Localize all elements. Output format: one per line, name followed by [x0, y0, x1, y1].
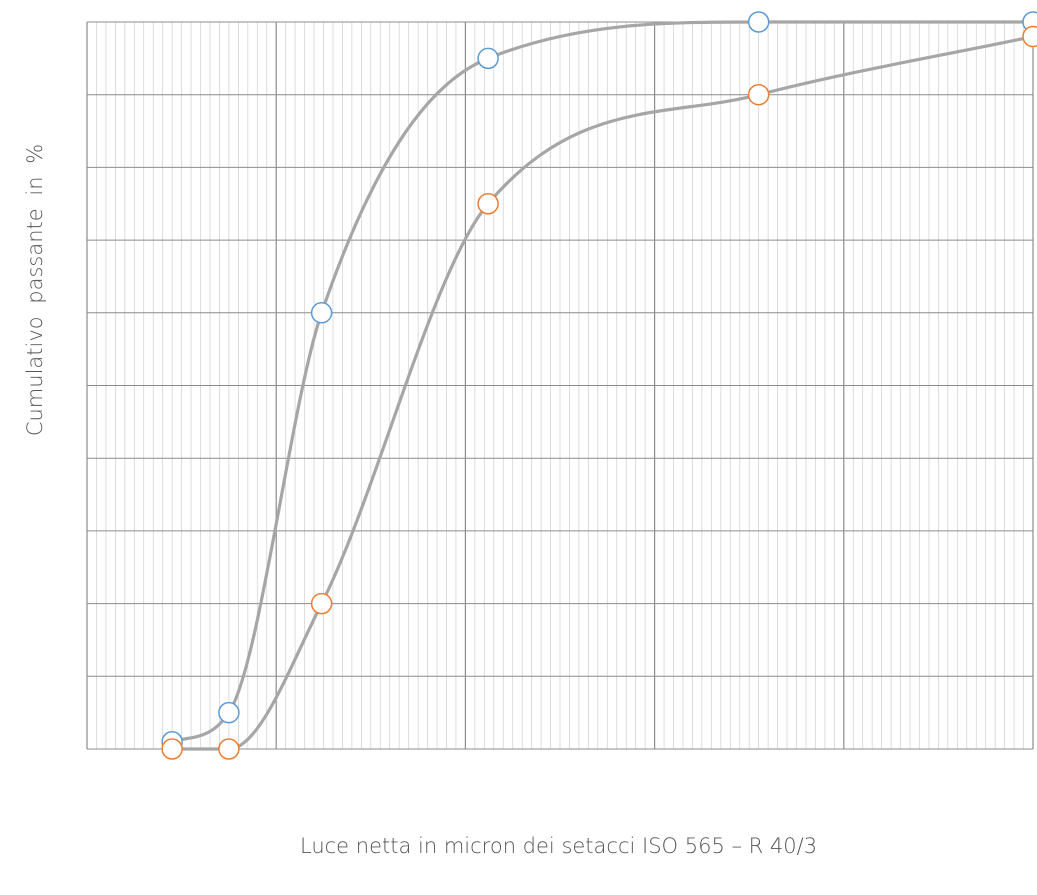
chart-curves [170, 20, 1035, 751]
series-2-point [310, 592, 333, 615]
x-axis-label: Luce netta in micron dei setacci ISO 565… [300, 834, 818, 858]
y-axis-label: Cumulativo passante in % [23, 143, 47, 437]
series-2-point [747, 83, 770, 106]
series-1-point [747, 11, 770, 33]
series-1-point [218, 701, 240, 724]
series-2-point [218, 738, 240, 760]
series-2-line [170, 34, 1035, 751]
series-1-line [170, 20, 1035, 744]
series-2-point [161, 738, 183, 760]
series-2-point [1022, 25, 1037, 48]
series-1-point [477, 47, 499, 70]
chart-grid [86, 21, 1034, 750]
series-1-point [310, 302, 333, 324]
series-2-point [477, 193, 499, 215]
chart-points [161, 11, 1037, 760]
